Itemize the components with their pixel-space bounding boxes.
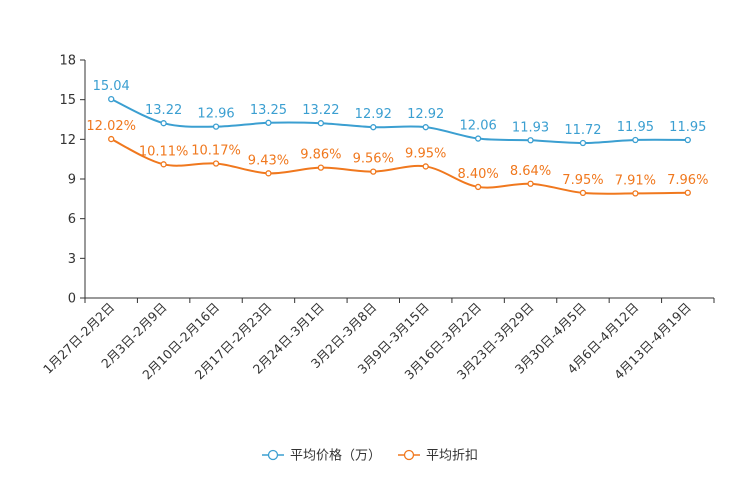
data-point-s1 xyxy=(527,137,534,144)
y-tick-label: 3 xyxy=(68,252,76,267)
data-label-s1: 13.22 xyxy=(302,103,339,118)
data-point-s1 xyxy=(632,136,639,144)
legend: 平均价格（万） 平均折扣 xyxy=(262,448,478,464)
data-point-s2 xyxy=(527,180,534,187)
data-point-s2 xyxy=(579,189,587,197)
data-label-s1: 12.06 xyxy=(460,119,497,134)
data-point-s2 xyxy=(474,183,482,191)
y-tick-label: 6 xyxy=(68,212,76,227)
series-line-1 xyxy=(110,98,688,145)
data-point-s1 xyxy=(422,124,429,131)
y-axis: 0 3 6 9 12 15 18 xyxy=(59,54,86,307)
data-point-s1 xyxy=(474,135,482,142)
data-label-s2: 10.11% xyxy=(139,144,189,159)
legend-marker-1 xyxy=(267,449,279,461)
data-label-s2: 9.43% xyxy=(248,153,289,168)
data-point-s1 xyxy=(684,136,691,144)
data-label-s1: 11.72 xyxy=(564,123,601,138)
y-tick-label: 12 xyxy=(59,133,76,148)
legend-label-1: 平均价格（万） xyxy=(290,448,381,464)
data-label-s1: 15.04 xyxy=(93,79,130,94)
y-tick-label: 18 xyxy=(59,54,76,69)
data-point-s1 xyxy=(579,139,587,147)
x-axis: 1月27日-2月2日2月3日-2月9日2月10日-2月16日2月17日-2月23… xyxy=(40,297,715,382)
data-label-s2: 7.91% xyxy=(615,173,656,188)
data-point-s2 xyxy=(370,168,377,175)
data-labels: 15.04 13.22 12.96 13.25 13.22 12.92 12.92 12.06… xyxy=(86,79,708,188)
legend-item-discount: 平均折扣 xyxy=(398,449,478,464)
data-point-s1 xyxy=(108,95,115,103)
data-point-s2 xyxy=(422,163,429,170)
data-point-s2 xyxy=(212,160,220,167)
data-label-s2: 8.64% xyxy=(510,164,551,179)
legend-label-2: 平均折扣 xyxy=(426,449,478,464)
data-label-s2: 9.95% xyxy=(405,146,446,161)
data-point-s2 xyxy=(160,161,167,168)
legend-marker-2 xyxy=(403,449,415,461)
data-label-s2: 9.86% xyxy=(300,148,341,163)
data-point-s2 xyxy=(632,190,639,197)
data-point-s2 xyxy=(265,170,272,177)
data-label-s2: 7.95% xyxy=(562,173,603,188)
legend-item-price: 平均价格（万） xyxy=(262,448,381,464)
data-label-s1: 12.96 xyxy=(197,107,234,122)
data-point-s1 xyxy=(317,120,325,127)
y-tick-label: 0 xyxy=(68,292,76,307)
data-label-s1: 13.22 xyxy=(145,103,182,118)
data-point-s1 xyxy=(212,123,220,130)
series-line-2 xyxy=(110,138,688,195)
data-point-s1 xyxy=(160,120,167,127)
data-label-s1: 12.92 xyxy=(355,107,392,122)
data-point-s2 xyxy=(317,164,325,171)
data-point-s1 xyxy=(370,124,377,131)
data-label-s2: 9.56% xyxy=(353,152,394,167)
data-label-s1: 11.95 xyxy=(669,120,706,135)
data-point-s2 xyxy=(684,189,691,196)
data-label-s2: 8.40% xyxy=(457,167,498,182)
data-label-s1: 11.95 xyxy=(617,120,654,135)
series-layer xyxy=(108,95,691,197)
data-point-s1 xyxy=(265,119,272,126)
data-label-s2: 12.02% xyxy=(86,119,136,134)
data-label-s1: 11.93 xyxy=(512,120,549,135)
data-label-s2: 7.96% xyxy=(667,173,708,188)
data-label-s2: 10.17% xyxy=(191,144,241,159)
data-label-s1: 13.25 xyxy=(250,103,287,118)
data-label-s1: 12.92 xyxy=(407,107,444,122)
y-tick-label: 15 xyxy=(59,93,76,108)
y-tick-label: 9 xyxy=(68,173,76,188)
data-point-s2 xyxy=(108,135,115,143)
